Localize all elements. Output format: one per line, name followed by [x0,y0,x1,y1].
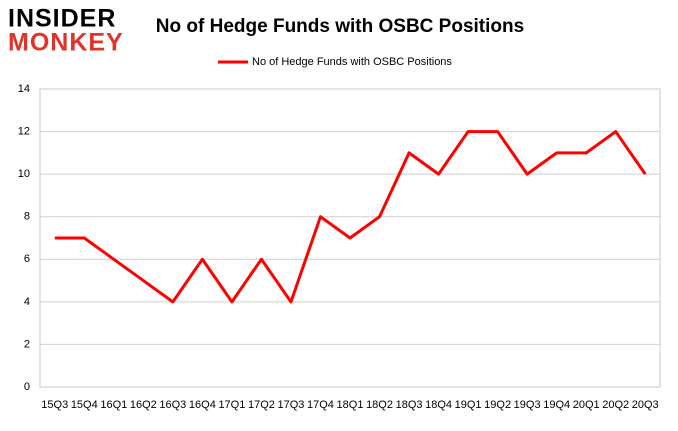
x-tick-label: 16Q2 [130,399,157,411]
y-tick-label: 8 [24,211,30,223]
chart-title: No of Hedge Funds with OSBC Positions [156,16,524,37]
y-tick-label: 4 [24,296,30,308]
x-tick-label: 18Q2 [366,399,393,411]
x-tick-label: 16Q3 [159,399,186,411]
x-tick-label: 20Q1 [573,399,600,411]
x-tick-label: 17Q4 [307,399,334,411]
x-tick-label: 15Q4 [71,399,98,411]
x-tick-label: 19Q4 [543,399,570,411]
x-tick-label: 17Q1 [218,399,245,411]
x-tick-label: 18Q3 [396,399,423,411]
x-tick-label: 19Q3 [514,399,541,411]
plot-border [39,88,661,388]
logo-top: INSIDER [8,5,116,33]
x-tick-label: 17Q3 [277,399,304,411]
x-tick-label: 20Q2 [602,399,629,411]
x-tick-label: 16Q1 [100,399,127,411]
x-tick-label: 15Q3 [41,399,68,411]
x-tick-label: 16Q4 [189,399,216,411]
x-tick-label: 18Q4 [425,399,452,411]
y-tick-label: 2 [24,338,30,350]
y-tick-label: 10 [18,168,30,180]
legend-label: No of Hedge Funds with OSBC Positions [252,56,452,68]
y-tick-label: 6 [24,253,30,265]
y-tick-label: 0 [24,381,30,393]
logo-bottom: MONKEY [8,29,124,57]
y-tick-label: 14 [18,83,30,95]
y-tick-label: 12 [18,125,30,137]
x-tick-label: 19Q2 [484,399,511,411]
x-tick-label: 20Q3 [632,399,659,411]
x-tick-label: 18Q1 [337,399,364,411]
x-tick-label: 19Q1 [455,399,482,411]
x-tick-label: 17Q2 [248,399,275,411]
series-line [54,130,647,304]
